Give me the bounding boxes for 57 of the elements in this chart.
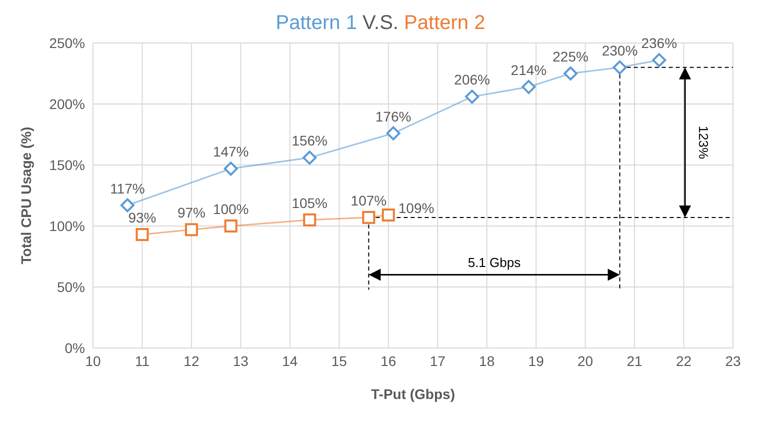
annotation: 123% xyxy=(696,126,711,160)
data-label: 105% xyxy=(292,194,328,211)
point xyxy=(652,53,666,68)
point xyxy=(224,220,238,232)
text: Pattern 1 xyxy=(276,12,358,34)
data-label: 109% xyxy=(398,200,434,216)
point xyxy=(612,60,627,74)
x-tick-label: 23 xyxy=(725,352,741,369)
x-tick-label: 17 xyxy=(430,352,446,369)
x-tick-label: 21 xyxy=(626,352,643,369)
x-tick-label: 15 xyxy=(331,352,348,369)
point xyxy=(120,198,134,212)
data-label: 100% xyxy=(212,201,249,217)
data-label: 214% xyxy=(510,62,547,78)
data-label: 225% xyxy=(552,48,588,64)
y-tick-label: 0% xyxy=(64,340,85,356)
x-axis-title: T-Put (Gbps) xyxy=(371,386,455,402)
data-label: 206% xyxy=(454,72,490,88)
x-tick-label: 20 xyxy=(578,352,594,369)
y-tick-label: 200% xyxy=(49,96,85,112)
x-tick-label: 13 xyxy=(232,352,249,369)
x-tick-label: 10 xyxy=(85,352,101,369)
y-tick-label: 250% xyxy=(49,34,85,51)
x-tick-label: 11 xyxy=(134,352,150,369)
data-label: 176% xyxy=(375,108,412,124)
text: Pattern 2 xyxy=(403,12,486,34)
point xyxy=(362,210,376,224)
point xyxy=(224,162,238,176)
x-tick-label: 16 xyxy=(380,352,396,369)
data-label: 230% xyxy=(602,42,638,58)
y-tick-label: 100% xyxy=(49,218,85,234)
y-axis-title: Total CPU Usage (%) xyxy=(18,126,34,264)
point xyxy=(303,213,316,226)
x-tick-label: 18 xyxy=(479,352,495,369)
chart-title: V.S. xyxy=(362,12,398,34)
y-tick-label: 50% xyxy=(56,278,85,295)
point xyxy=(386,126,400,140)
x-tick-label: 19 xyxy=(528,352,544,369)
y-tick-label: 150% xyxy=(49,156,85,173)
data-label: 117% xyxy=(110,180,145,196)
data-label: 236% xyxy=(641,35,678,52)
annotation: 5.1 Gbps xyxy=(468,254,522,270)
point xyxy=(382,208,395,222)
data-label: 107% xyxy=(350,192,387,208)
data-label: 97% xyxy=(177,204,206,221)
data-label: 156% xyxy=(292,132,328,149)
x-tick-label: 14 xyxy=(282,352,298,369)
point xyxy=(465,90,480,104)
data-label: 147% xyxy=(212,144,249,160)
point xyxy=(136,228,149,242)
point xyxy=(302,150,317,165)
point xyxy=(184,223,198,236)
data-label: 93% xyxy=(128,210,156,226)
point xyxy=(522,80,536,94)
x-tick-label: 22 xyxy=(676,352,692,369)
point xyxy=(564,66,578,80)
x-tick-label: 12 xyxy=(184,352,200,369)
